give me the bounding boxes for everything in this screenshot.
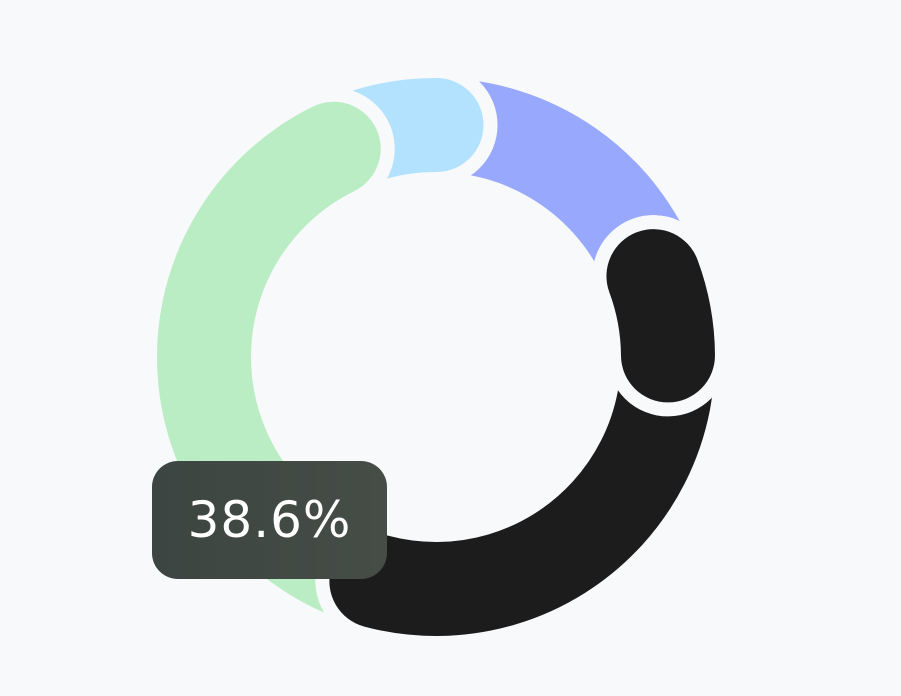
tooltip-value: 38.6%: [187, 491, 352, 549]
slice-0-head: [592, 215, 729, 417]
chart-tooltip: 38.6%: [152, 461, 387, 579]
slice-arc-head: [606, 229, 715, 403]
